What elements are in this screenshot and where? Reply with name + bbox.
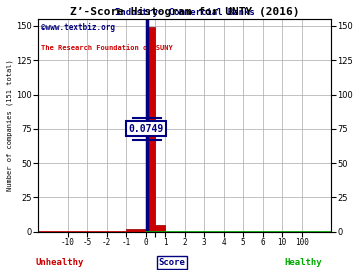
Text: Industry: Commercial Banks: Industry: Commercial Banks: [115, 8, 255, 17]
Bar: [126, 229, 145, 232]
Title: Z’-Score Histogram for UNTY (2016): Z’-Score Histogram for UNTY (2016): [70, 7, 300, 17]
Text: 0.0749: 0.0749: [129, 124, 164, 134]
Text: Score: Score: [158, 258, 185, 267]
Text: ©www.textbiz.org: ©www.textbiz.org: [41, 23, 115, 32]
Y-axis label: Number of companies (151 total): Number of companies (151 total): [7, 59, 13, 191]
Bar: [156, 225, 165, 232]
Text: The Research Foundation of SUNY: The Research Foundation of SUNY: [41, 45, 173, 51]
Text: Unhealthy: Unhealthy: [36, 258, 84, 267]
Text: Healthy: Healthy: [284, 258, 322, 267]
Bar: [145, 27, 156, 232]
